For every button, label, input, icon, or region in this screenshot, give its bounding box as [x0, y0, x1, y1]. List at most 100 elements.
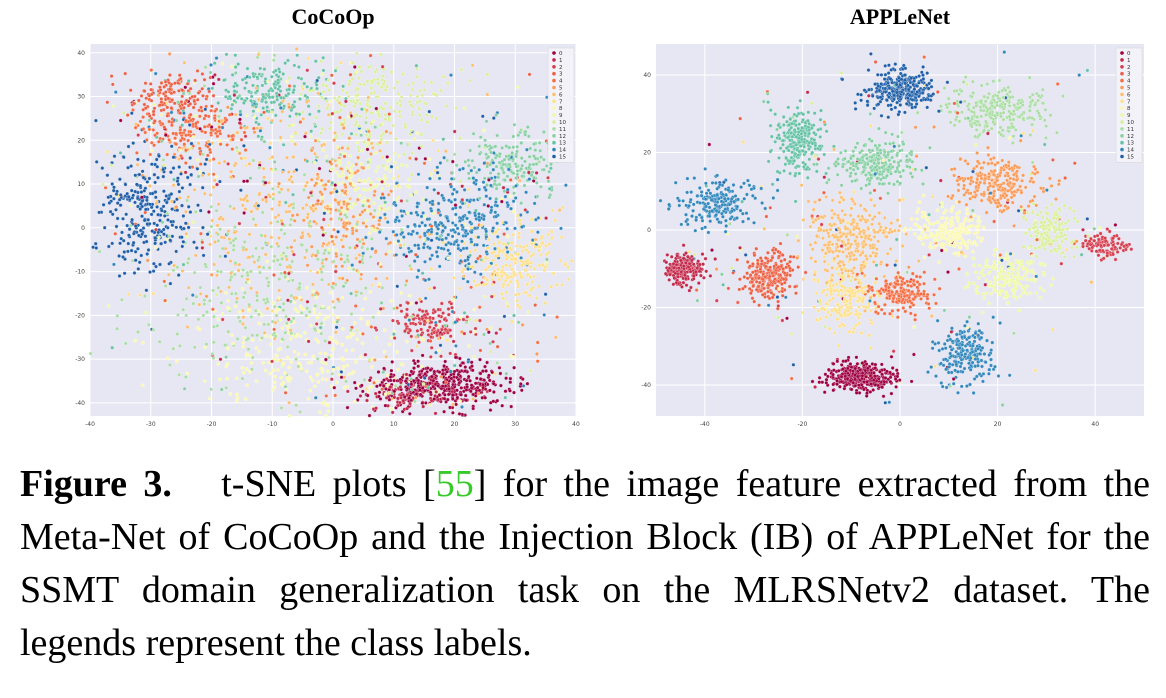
point-class-6 — [517, 178, 522, 183]
point-class-9 — [393, 184, 397, 189]
point-class-3 — [144, 96, 149, 101]
point-class-0 — [263, 180, 268, 185]
point-class-12 — [477, 152, 482, 156]
point-class-12 — [454, 163, 459, 168]
point-class-15 — [181, 214, 186, 218]
point-class-7 — [500, 265, 505, 269]
point-class-9 — [508, 338, 513, 343]
point-class-10 — [357, 124, 362, 128]
point-class-14 — [520, 225, 524, 229]
point-class-11 — [233, 261, 238, 265]
point-class-6 — [888, 247, 893, 251]
point-class-3 — [166, 96, 171, 101]
point-class-13 — [288, 114, 292, 119]
point-class-15 — [161, 227, 166, 232]
point-class-3 — [330, 234, 334, 239]
point-class-7 — [496, 246, 501, 251]
point-class-6 — [254, 86, 259, 90]
point-class-14 — [452, 187, 456, 192]
point-class-2 — [465, 315, 470, 319]
point-class-14 — [393, 203, 398, 208]
point-class-9 — [981, 292, 986, 296]
point-class-6 — [239, 156, 244, 161]
point-class-9 — [376, 212, 380, 216]
point-class-8 — [285, 79, 289, 84]
point-class-15 — [129, 188, 134, 193]
point-class-11 — [360, 254, 365, 259]
point-class-1 — [213, 73, 217, 77]
point-class-5 — [347, 136, 352, 141]
point-class-13 — [233, 65, 238, 69]
point-class-3 — [199, 105, 203, 110]
point-class-7 — [519, 275, 524, 280]
point-class-15 — [188, 182, 192, 187]
point-class-12 — [535, 194, 540, 199]
point-class-15 — [170, 207, 174, 211]
point-class-8 — [278, 318, 283, 322]
point-class-8 — [322, 317, 327, 322]
point-class-8 — [304, 369, 309, 374]
point-class-15 — [174, 249, 179, 254]
point-class-9 — [395, 165, 400, 170]
point-class-5 — [404, 279, 409, 283]
point-class-11 — [259, 233, 264, 238]
point-class-3 — [200, 72, 205, 76]
point-class-6 — [316, 175, 321, 180]
point-class-12 — [530, 170, 535, 175]
point-class-4 — [197, 146, 202, 151]
point-class-6 — [276, 213, 281, 218]
point-class-7 — [506, 283, 511, 287]
point-class-3 — [387, 112, 392, 116]
point-class-3 — [143, 81, 148, 86]
point-class-14 — [415, 201, 420, 206]
point-class-14 — [406, 246, 411, 251]
point-class-14 — [416, 268, 421, 273]
point-class-11 — [225, 232, 230, 236]
point-class-10 — [424, 101, 429, 106]
point-class-14 — [454, 344, 458, 348]
point-class-4 — [170, 117, 175, 121]
point-class-0 — [469, 360, 474, 365]
point-class-6 — [409, 267, 414, 271]
point-class-0 — [442, 396, 447, 401]
point-class-15 — [110, 212, 115, 217]
point-class-10 — [422, 88, 427, 92]
point-class-6 — [208, 242, 212, 247]
point-class-11 — [342, 260, 347, 264]
point-class-4 — [148, 152, 153, 157]
point-class-14 — [385, 220, 390, 224]
point-class-5 — [351, 214, 356, 219]
point-class-5 — [963, 159, 968, 163]
point-class-7 — [501, 282, 506, 287]
point-class-8 — [234, 376, 239, 381]
point-class-3 — [726, 286, 731, 291]
y-tick-label: 40 — [643, 72, 651, 79]
point-class-7 — [1030, 128, 1035, 133]
point-class-0 — [450, 397, 455, 401]
point-class-5 — [535, 352, 539, 356]
point-class-9 — [353, 202, 357, 206]
point-class-5 — [418, 235, 422, 239]
point-class-11 — [300, 243, 304, 247]
point-class-13 — [172, 177, 176, 182]
point-class-8 — [376, 311, 381, 315]
point-class-9 — [357, 178, 362, 183]
point-class-9 — [399, 163, 404, 167]
point-class-0 — [449, 376, 454, 381]
point-class-15 — [155, 223, 160, 228]
point-class-7 — [520, 249, 525, 253]
point-class-5 — [338, 212, 343, 216]
point-class-1 — [436, 397, 441, 402]
point-class-10 — [301, 110, 305, 115]
point-class-13 — [468, 253, 472, 258]
point-class-0 — [473, 399, 478, 403]
point-class-9 — [128, 203, 133, 208]
point-class-7 — [531, 285, 535, 290]
point-class-15 — [194, 246, 199, 250]
point-class-8 — [279, 375, 283, 380]
point-class-8 — [383, 392, 388, 396]
point-class-11 — [331, 259, 336, 264]
point-class-10 — [324, 84, 329, 88]
point-class-9 — [334, 248, 339, 253]
point-class-0 — [432, 369, 437, 374]
